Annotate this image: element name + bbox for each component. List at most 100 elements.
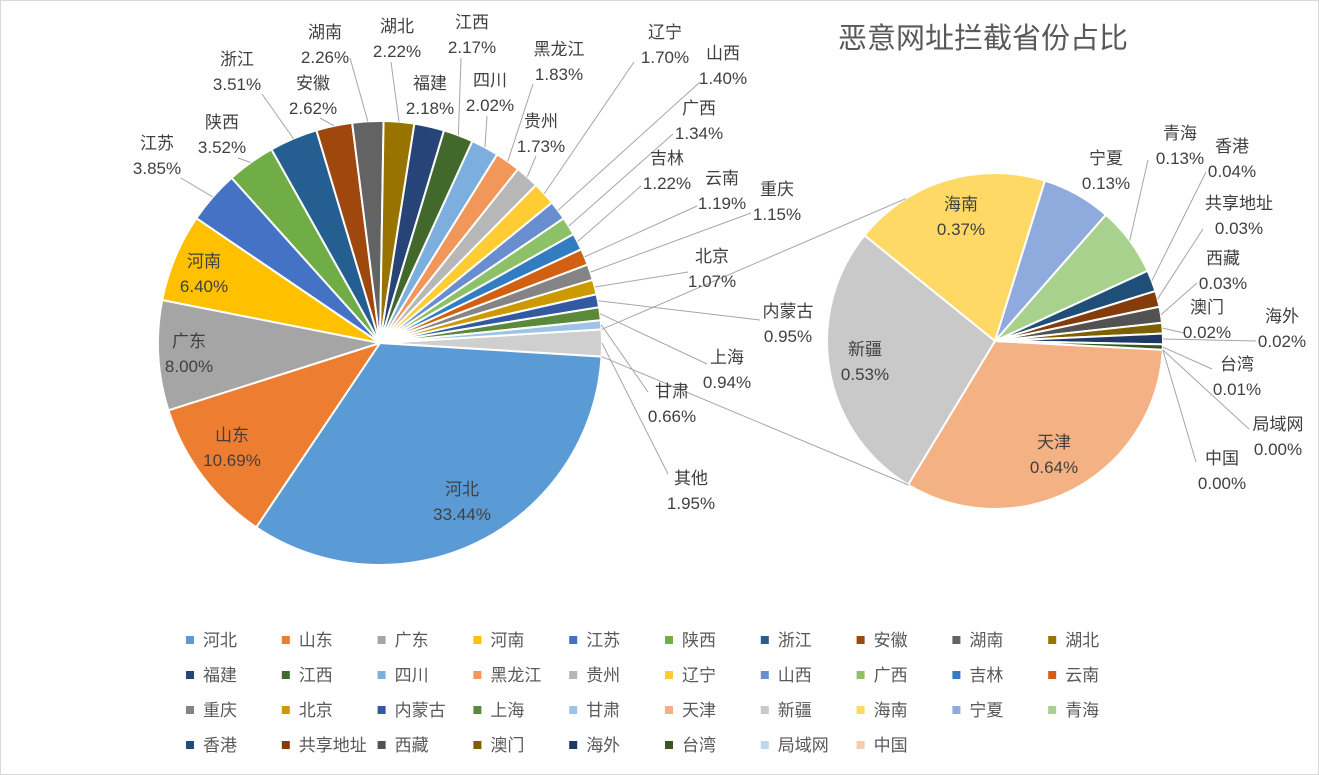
main-pie-slice-20-leader-line — [584, 205, 698, 258]
legend-marker — [281, 706, 290, 714]
legend-label: 湖北 — [1065, 631, 1099, 650]
main-pie-slice-19-name-label: 吉林 — [650, 149, 684, 168]
secondary-pie-slice-4-percent-label: 0.13% — [1082, 174, 1130, 193]
legend-item-34: 澳门 — [473, 736, 524, 755]
legend-marker — [856, 636, 865, 644]
legend-item-17: 山西 — [760, 666, 812, 685]
main-pie-slice-2-name-label: 山东 — [215, 426, 249, 445]
legend-item-21: 重庆 — [186, 701, 237, 720]
main-pie-slice-17-leader-line — [557, 81, 701, 211]
legend-label: 海南 — [874, 701, 908, 720]
legend-label: 天津 — [682, 701, 716, 720]
legend-marker — [186, 636, 194, 644]
main-pie-slice-24-leader-line — [599, 313, 708, 365]
legend-label: 宁夏 — [969, 701, 1003, 720]
legend-marker — [1048, 706, 1057, 714]
main-pie-slice-20-name-label: 云南 — [705, 169, 739, 188]
secondary-pie-slice-10-leader-line — [1162, 338, 1257, 342]
legend-label: 贵州 — [586, 666, 620, 685]
legend-label: 黑龙江 — [490, 666, 541, 685]
secondary-pie-slice-5-name-label: 青海 — [1163, 124, 1197, 143]
secondary-pie-slice-12-percent-label: 0.00% — [1254, 440, 1302, 459]
legend-marker — [377, 706, 386, 714]
secondary-pie-slice-11 — [994, 340, 1164, 351]
legend-label: 江苏 — [586, 631, 620, 650]
legend-item-11: 福建 — [186, 666, 237, 685]
legend-marker — [281, 636, 290, 644]
legend-item-9: 湖南 — [952, 631, 1003, 650]
legend-label: 辽宁 — [682, 666, 716, 685]
secondary-pie-slice-12-name-label: 局域网 — [1253, 415, 1304, 434]
main-pie-slice-10-percent-label: 2.22% — [373, 42, 421, 61]
main-pie-slice-11-percent-label: 2.18% — [406, 99, 454, 118]
main-pie-slice-10-leader-line — [390, 61, 400, 122]
legend-label: 山西 — [778, 666, 812, 685]
connector-line-bottom — [601, 356, 909, 486]
main-pie-slice-25-leader-line — [600, 324, 649, 393]
main-pie-slice-7-leader-line — [261, 93, 294, 139]
main-pie-slice-6-name-label: 陕西 — [205, 113, 239, 132]
legend-label: 海外 — [586, 736, 620, 755]
main-pie-slice-13-name-label: 四川 — [473, 71, 507, 90]
legend-label: 江西 — [299, 666, 333, 685]
main-pie-slice-14-name-label: 黑龙江 — [534, 40, 585, 59]
legend-label: 陕西 — [682, 631, 716, 650]
secondary-pie-slice-13-percent-label: 0.00% — [1198, 474, 1246, 493]
secondary-pie-slice-7-leader-line — [1157, 228, 1204, 300]
legend-marker — [760, 636, 769, 644]
main-pie-slice-8-leader-line — [319, 117, 335, 127]
legend-marker — [760, 671, 769, 679]
legend-item-33: 西藏 — [377, 736, 429, 755]
main-pie-slice-17-percent-label: 1.40% — [699, 69, 747, 88]
legend-item-19: 吉林 — [952, 666, 1003, 685]
data-labels: 其他 1.95% 河北 33.44% 山东 10.69% 广东 8.00% 河南 6.40% 江苏 3… — [133, 13, 1306, 524]
main-pie-slice-1-name-label: 河北 — [445, 480, 479, 499]
main-pie-slice-19-percent-label: 1.22% — [643, 174, 691, 193]
legend-marker — [1048, 636, 1057, 644]
secondary-pie-slice-10-name-label: 海外 — [1265, 307, 1299, 326]
legend-marker — [665, 671, 673, 679]
main-pie-slice-10-name-label: 湖北 — [380, 17, 414, 36]
main-pie-slice-21-name-label: 重庆 — [760, 180, 794, 199]
main-pie-slice-12-name-label: 江西 — [455, 13, 489, 32]
other-slice-name-label: 其他 — [674, 469, 708, 488]
other-slice-percent-label: 1.95% — [667, 494, 715, 513]
main-pie-slice-8-name-label: 安徽 — [296, 74, 330, 93]
main-pie-slice-5-name-label: 江苏 — [140, 134, 174, 153]
legend-item-15: 贵州 — [569, 666, 620, 685]
main-pie-slice-22-leader-line — [594, 271, 689, 288]
legend-item-8: 安徽 — [856, 631, 908, 650]
legend-marker — [186, 671, 194, 679]
main-pie-slice-1 — [255, 342, 603, 566]
legend-marker — [569, 741, 578, 749]
main-pie-slice-5-percent-label: 3.85% — [133, 159, 181, 178]
legend-item-22: 北京 — [281, 701, 333, 720]
main-pie-slice-14-percent-label: 1.83% — [535, 65, 583, 84]
legend-item-3: 广东 — [377, 631, 429, 650]
legend-label: 局域网 — [778, 736, 829, 755]
main-pie-slice-1-percent-label: 33.44% — [433, 505, 491, 524]
secondary-pie-slice-8-name-label: 西藏 — [1206, 249, 1240, 268]
main-pie-slice-21-leader-line — [590, 212, 752, 273]
main-pie-slice-23-name-label: 内蒙古 — [763, 302, 814, 321]
legend-marker — [186, 741, 194, 749]
legend-label: 青海 — [1065, 701, 1099, 720]
main-pie-slice-24-name-label: 上海 — [710, 348, 744, 367]
legend-marker — [281, 741, 290, 749]
legend-marker — [186, 706, 194, 714]
legend-marker — [952, 706, 961, 714]
legend-marker — [473, 636, 482, 644]
legend-marker — [569, 706, 578, 714]
legend-label: 河北 — [203, 631, 237, 650]
legend-label: 浙江 — [778, 631, 812, 650]
legend-item-27: 新疆 — [760, 701, 812, 720]
main-pie-slice-13-percent-label: 2.02% — [466, 96, 514, 115]
secondary-pie-slice-6-name-label: 香港 — [1215, 137, 1249, 156]
secondary-pie-slice-1-name-label: 天津 — [1037, 433, 1071, 452]
legend-label: 云南 — [1065, 666, 1099, 685]
secondary-pie-slice-7-name-label: 共享地址 — [1205, 194, 1273, 213]
legend-marker — [856, 741, 865, 749]
legend-label: 四川 — [395, 666, 429, 685]
main-pie-slice-12-percent-label: 2.17% — [448, 38, 496, 57]
